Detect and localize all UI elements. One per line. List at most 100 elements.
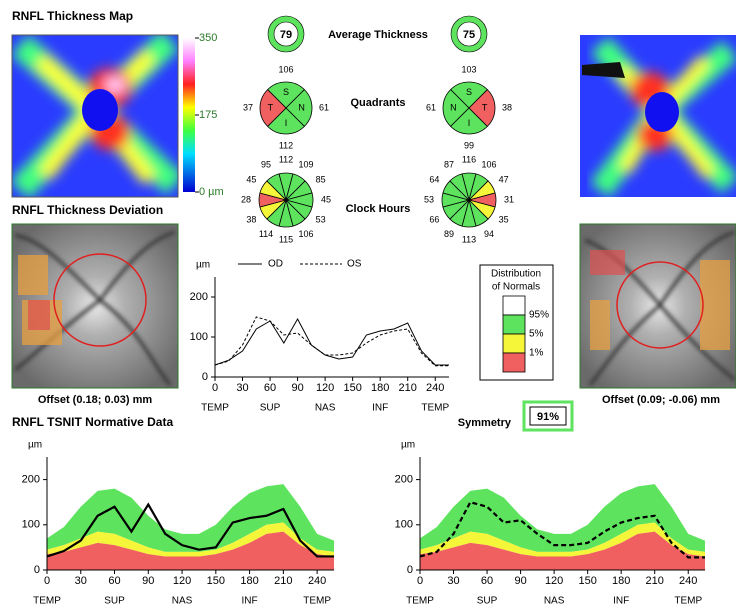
clock-value: 112 xyxy=(279,154,293,164)
x-tick-label: 60 xyxy=(264,382,276,394)
x-tick-label: 30 xyxy=(236,382,248,394)
y-tick-label: 200 xyxy=(22,474,40,486)
quadrant-value: 38 xyxy=(502,102,512,112)
quadrant-value: 106 xyxy=(278,64,293,74)
x-tick-label: 0 xyxy=(212,382,218,394)
symmetry-value: 91% xyxy=(537,411,559,423)
x-tick-label: 180 xyxy=(371,382,389,394)
unit-label: µm xyxy=(28,440,42,451)
section-title: RNFL Thickness Deviation xyxy=(12,203,163,217)
x-tick-label: 30 xyxy=(75,575,87,587)
clock-value: 106 xyxy=(481,160,496,170)
quadrant-letter: N xyxy=(298,102,305,112)
x-tick-label: 210 xyxy=(399,382,417,394)
x-tick-label: 0 xyxy=(417,575,423,587)
legend-title: of Normals xyxy=(492,282,540,293)
clock-value: 45 xyxy=(321,194,331,204)
normals-label: 1% xyxy=(529,348,544,359)
quadrant-value: 99 xyxy=(464,140,474,150)
quadrant-value: 61 xyxy=(426,102,436,112)
quadrant-label: Quadrants xyxy=(350,97,405,109)
x-tick-label: 210 xyxy=(646,575,664,587)
average-value: 79 xyxy=(280,29,292,41)
region-label: TEMP xyxy=(421,403,449,414)
y-tick-label: 100 xyxy=(22,519,40,531)
quadrant-letter: I xyxy=(468,118,471,128)
clock-value: 28 xyxy=(241,194,251,204)
region-label: NAS xyxy=(172,596,193,607)
x-tick-label: 90 xyxy=(291,382,303,394)
clock-value: 87 xyxy=(444,160,454,170)
quadrant-value: 112 xyxy=(279,140,293,150)
normals-label: 5% xyxy=(529,329,544,340)
clock-value: 94 xyxy=(484,229,494,239)
region-label: INF xyxy=(372,403,388,414)
quadrant-letter: N xyxy=(450,102,457,112)
fundus-od xyxy=(12,224,178,388)
clock-value: 109 xyxy=(298,160,313,170)
y-tick-label: 200 xyxy=(190,291,208,303)
thickness-map-os xyxy=(580,35,736,197)
x-tick-label: 120 xyxy=(545,575,563,587)
offset-label: Offset (0.18; 0.03) mm xyxy=(38,394,153,406)
x-tick-label: 60 xyxy=(481,575,493,587)
normals-label: 95% xyxy=(529,310,549,321)
clock-value: 115 xyxy=(279,234,293,244)
y-tick-label: 100 xyxy=(190,331,208,343)
fundus-os xyxy=(580,224,736,388)
region-label: SUP xyxy=(104,596,125,607)
clock-value: 89 xyxy=(444,229,454,239)
report: RNFL Thickness Map RNFL Thickness Deviat… xyxy=(0,0,736,609)
clock-value: 45 xyxy=(246,174,256,184)
x-tick-label: 240 xyxy=(308,575,326,587)
clock-label: Clock Hours xyxy=(346,203,411,215)
clock-value: 113 xyxy=(462,234,476,244)
clock-value: 106 xyxy=(298,229,313,239)
legend-od: OD xyxy=(268,259,283,270)
x-tick-label: 210 xyxy=(274,575,292,587)
region-label: TEMP xyxy=(33,596,61,607)
clock-value: 53 xyxy=(316,214,326,224)
region-label: SUP xyxy=(477,596,498,607)
normals-swatch xyxy=(503,334,525,353)
x-tick-label: 0 xyxy=(44,575,50,587)
legend-os: OS xyxy=(347,259,362,270)
clock-value: 95 xyxy=(261,160,271,170)
x-tick-label: 150 xyxy=(578,575,596,587)
clock-value: 53 xyxy=(424,194,434,204)
quadrant-value: 37 xyxy=(243,102,253,112)
clock-value: 64 xyxy=(429,174,439,184)
x-tick-label: 120 xyxy=(316,382,334,394)
scale-label: 175 xyxy=(199,109,217,121)
clock-value: 35 xyxy=(499,214,509,224)
clock-value: 47 xyxy=(499,174,509,184)
quadrant-letter: I xyxy=(285,118,288,128)
region-label: INF xyxy=(613,596,629,607)
y-tick-label: 100 xyxy=(395,519,413,531)
x-tick-label: 150 xyxy=(343,382,361,394)
clock-value: 116 xyxy=(462,154,476,164)
region-label: TEMP xyxy=(201,403,229,414)
symmetry-label: Symmetry xyxy=(458,417,512,429)
x-tick-label: 60 xyxy=(108,575,120,587)
x-tick-label: 120 xyxy=(173,575,191,587)
section-title: RNFL TSNIT Normative Data xyxy=(12,415,173,429)
region-label: TEMP xyxy=(303,596,331,607)
clock-value: 66 xyxy=(429,214,439,224)
average-label: Average Thickness xyxy=(328,29,428,41)
os-line xyxy=(215,317,449,366)
offset-label: Offset (0.09; -0.06) mm xyxy=(602,394,720,406)
quadrant-letter: T xyxy=(268,102,274,112)
x-tick-label: 30 xyxy=(447,575,459,587)
normals-swatch xyxy=(503,296,525,315)
scale-label: 350 xyxy=(199,32,217,44)
region-label: NAS xyxy=(315,403,336,414)
y-tick-label: 0 xyxy=(34,564,40,576)
y-tick-label: 0 xyxy=(202,371,208,383)
legend-title: Distribution xyxy=(491,269,541,280)
y-tick-label: 0 xyxy=(407,564,413,576)
normals-swatch xyxy=(503,315,525,334)
quadrant-value: 61 xyxy=(319,102,329,112)
clock-value: 114 xyxy=(259,229,273,239)
region-label: SUP xyxy=(260,403,281,414)
